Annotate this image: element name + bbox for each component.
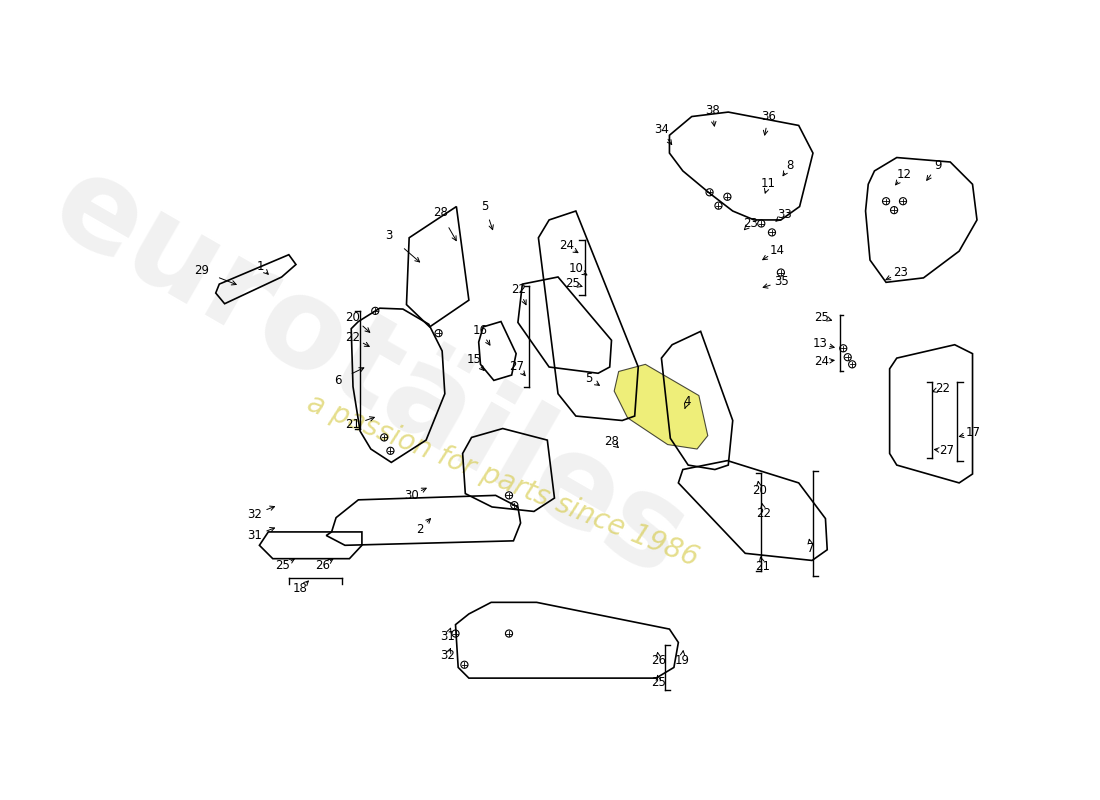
Text: 22: 22 [512,283,526,296]
Text: 36: 36 [761,110,776,123]
Text: 5: 5 [585,372,593,385]
Text: 9: 9 [934,159,942,172]
Text: 22: 22 [345,331,361,344]
Text: 27: 27 [509,360,525,373]
Text: 21: 21 [345,418,361,431]
Text: 28: 28 [433,206,448,219]
Text: eurotäiles: eurotäiles [31,143,707,603]
Text: 22: 22 [757,506,771,520]
Text: 13: 13 [813,338,827,350]
Text: 23: 23 [893,266,907,279]
Text: 24: 24 [560,239,574,252]
Text: 32: 32 [440,650,455,662]
Text: 25: 25 [564,277,580,290]
Text: 7: 7 [807,542,815,555]
Text: 25: 25 [651,676,667,689]
Text: 14: 14 [770,244,784,257]
Text: 16: 16 [473,324,488,337]
Text: 19: 19 [674,654,690,666]
Text: 3: 3 [385,229,393,242]
Text: 38: 38 [705,104,719,117]
Text: 2: 2 [416,522,424,536]
Text: 33: 33 [777,208,792,221]
Text: 20: 20 [345,310,361,323]
Text: 15: 15 [466,354,482,366]
Text: 26: 26 [651,654,667,666]
Text: 22: 22 [935,382,949,395]
Text: 30: 30 [405,489,419,502]
Text: 34: 34 [654,123,669,137]
Text: 11: 11 [761,177,776,190]
Text: 18: 18 [293,582,308,595]
Text: 8: 8 [786,159,793,172]
Text: 23: 23 [744,217,758,230]
Text: 31: 31 [440,630,455,642]
Text: 31: 31 [248,529,263,542]
Text: 1: 1 [256,260,264,273]
Text: 25: 25 [275,559,290,572]
Text: 25: 25 [814,310,829,323]
Text: 5: 5 [481,200,488,213]
Text: a passion for parts since 1986: a passion for parts since 1986 [302,389,703,572]
Text: 35: 35 [774,275,789,288]
Text: 12: 12 [896,168,912,181]
Text: 24: 24 [814,355,829,368]
Text: 26: 26 [316,559,330,572]
Text: 20: 20 [752,485,767,498]
Text: 29: 29 [194,264,209,278]
Text: 17: 17 [966,426,981,439]
Polygon shape [614,364,707,449]
Text: 6: 6 [334,374,342,387]
Text: 32: 32 [248,508,263,521]
Text: 21: 21 [756,560,770,573]
Text: 4: 4 [683,395,691,408]
Text: 28: 28 [604,435,619,448]
Text: 10: 10 [569,262,583,274]
Text: 27: 27 [939,444,954,458]
